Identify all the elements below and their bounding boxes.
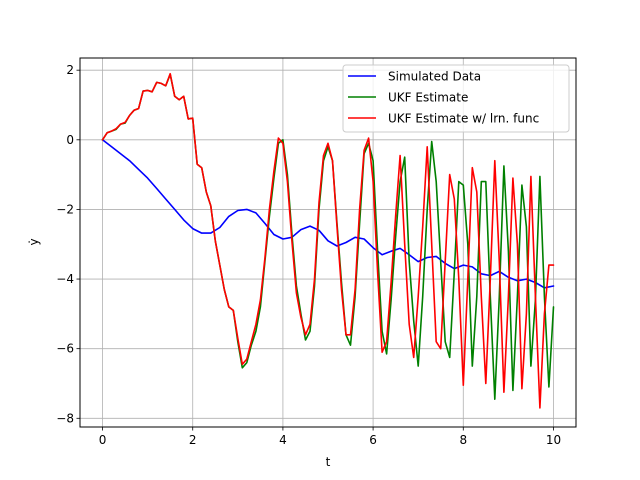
legend-label-3: UKF Estimate w/ lrn. func — [388, 112, 539, 126]
series-line-3 — [101, 72, 555, 409]
x-tick-label: 2 — [189, 433, 197, 447]
y-tick-label: 0 — [66, 133, 74, 147]
legend-box — [342, 64, 570, 133]
x-tick-label: 6 — [369, 433, 377, 447]
legend-label-2: UKF Estimate — [388, 91, 468, 105]
legend-label-1: Simulated Data — [388, 70, 481, 84]
y-axis-label: ẏ — [27, 238, 41, 245]
x-tick-label: 0 — [99, 433, 107, 447]
y-tick-label: −8 — [56, 411, 74, 425]
plot-area-frame — [79, 57, 577, 428]
plot-series — [101, 72, 555, 409]
axis-ticks: 0 2 4 6 8 10 2 0 −2 −4 −6 −8 — [56, 63, 561, 447]
y-tick-label: −4 — [56, 272, 74, 286]
y-tick-label: −6 — [56, 342, 74, 356]
x-tick-label: 10 — [546, 433, 561, 447]
x-tick-label: 8 — [459, 433, 467, 447]
legend-entries: Simulated Data UKF Estimate UKF Estimate w… — [348, 70, 539, 126]
y-tick-label: −2 — [56, 202, 74, 216]
x-tick-label: 4 — [279, 433, 287, 447]
legend: Simulated Data UKF Estimate UKF Estimate w… — [342, 64, 570, 133]
x-axis-label: t — [326, 455, 331, 469]
y-tick-label: 2 — [66, 63, 74, 77]
